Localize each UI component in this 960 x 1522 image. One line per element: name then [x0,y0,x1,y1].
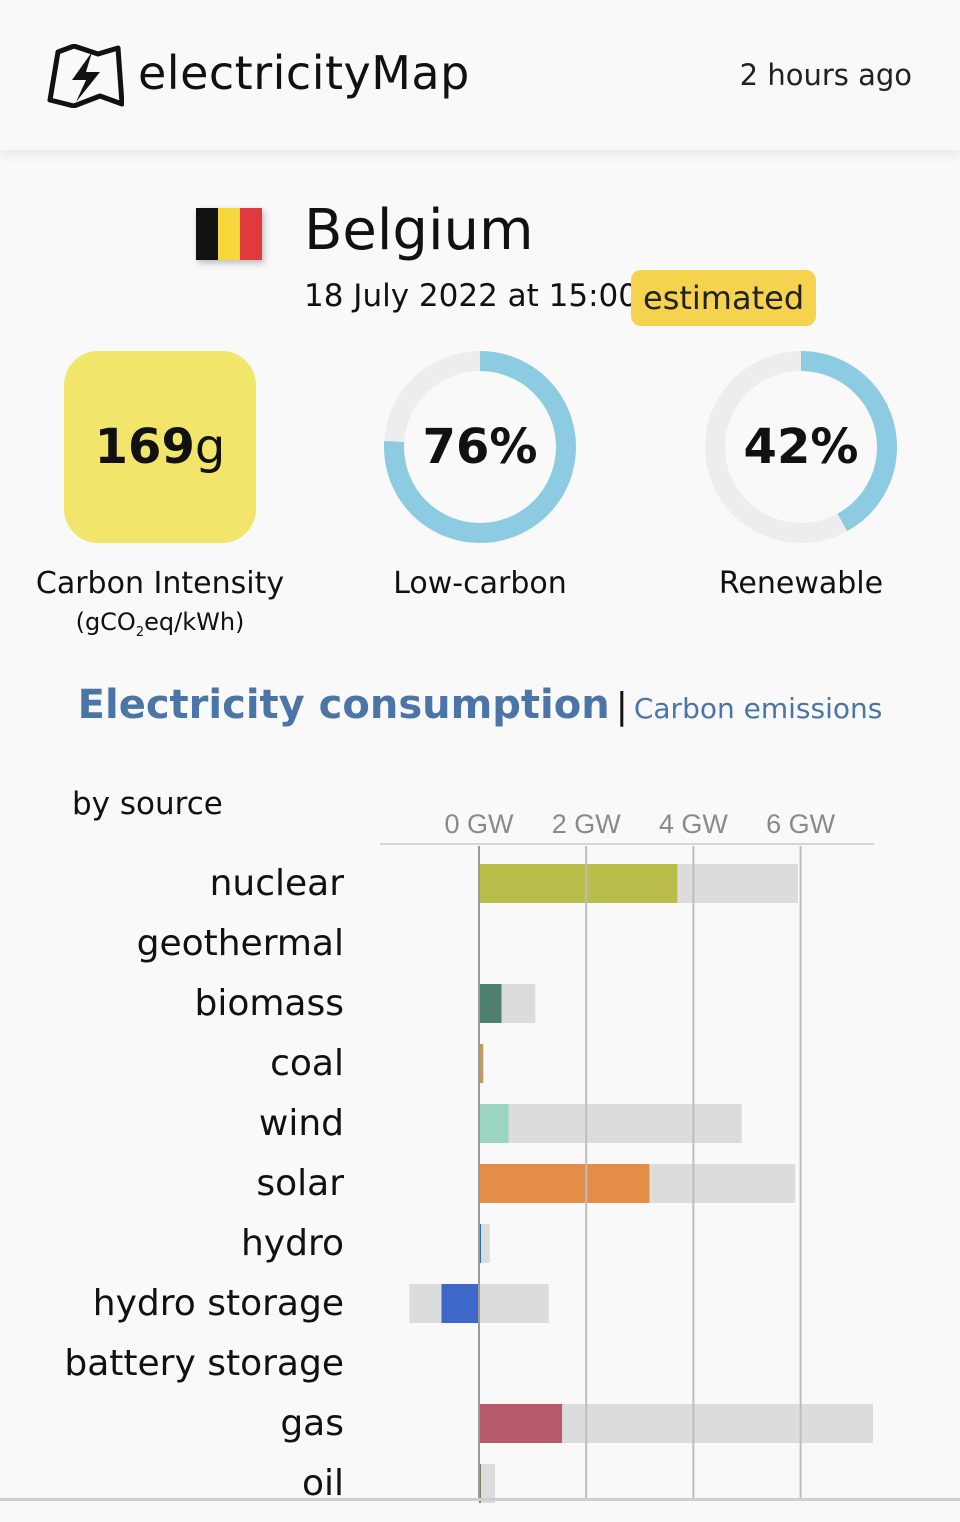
low-carbon-ring: 76% [384,351,576,543]
zone-datetime: 18 July 2022 at 15:00 [304,278,638,314]
low-carbon-label: Low-carbon [393,566,567,601]
source-label-solar: solar [256,1163,344,1204]
production-bar-wind [479,1104,509,1143]
carbon-intensity-unit-label: (gCO2eq/kWh) [75,608,245,640]
tab-separator: | [615,686,628,727]
mode-tabs: Electricity consumption | Carbon emissions [0,682,960,728]
carbon-intensity-unit: g [194,419,226,475]
belgium-flag-icon [196,208,262,260]
carbon-intensity-value: 169 [94,419,195,475]
source-label-hydro-storage: hydro storage [92,1283,344,1324]
tick-label-4: 4 GW [659,809,729,839]
source-label-geothermal: geothermal [136,923,344,964]
source-label-biomass: biomass [194,983,344,1024]
capacity-bar-wind [479,1104,742,1143]
source-label-coal: coal [270,1043,344,1084]
carbon-intensity-label: Carbon Intensity [35,566,285,601]
app-name: electricityMap [138,46,470,100]
tab-carbon-emissions[interactable]: Carbon emissions [633,692,883,725]
source-label-oil: oil [301,1463,344,1504]
renewable-value: 42% [743,419,859,475]
source-label-battery-storage: battery storage [64,1343,344,1384]
source-label-wind: wind [258,1103,344,1144]
tick-label-0: 0 GW [444,809,514,839]
production-bar-gas [479,1404,563,1443]
app-header: electricityMap 2 hours ago [0,0,960,150]
tick-label-6: 6 GW [766,809,836,839]
last-updated: 2 hours ago [739,58,912,92]
source-label-gas: gas [280,1403,344,1444]
section-label: by source [72,786,223,822]
electricitymap-logo-icon[interactable] [46,44,124,108]
source-label-nuclear: nuclear [209,863,344,904]
renewable-ring: 42% [705,351,897,543]
production-bar-coal [479,1044,484,1083]
production-bar-nuclear [479,864,678,903]
production-bar-solar [479,1164,650,1203]
bottom-divider [0,1498,960,1501]
zone-name: Belgium [304,198,534,263]
production-bar-hydro-storage [441,1284,479,1323]
tick-label-2: 2 GW [552,809,622,839]
capacity-bar-hydro [479,1224,490,1263]
low-carbon-value: 76% [422,419,538,475]
production-bar-biomass [479,984,502,1023]
capacity-bar-oil [479,1464,496,1503]
source-label-hydro: hydro [240,1223,344,1264]
estimated-badge[interactable]: estimated [631,270,817,326]
tab-electricity-consumption[interactable]: Electricity consumption [77,682,610,728]
renewable-label: Renewable [718,566,884,601]
carbon-intensity-square: 169 g [64,351,256,543]
